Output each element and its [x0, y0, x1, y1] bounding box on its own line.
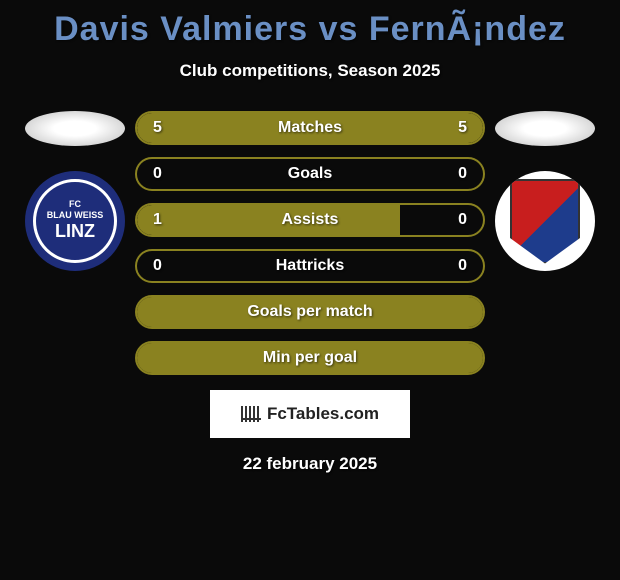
stat-row: 55Matches — [135, 111, 485, 145]
comparison-container: Davis Valmiers vs FernÃ¡ndez Club compet… — [0, 0, 620, 484]
stat-label: Goals — [137, 165, 483, 183]
team-right-text: FORTALEZA — [510, 171, 580, 173]
stat-row: 10Assists — [135, 203, 485, 237]
page-title: Davis Valmiers vs FernÃ¡ndez — [0, 10, 620, 49]
stat-label: Matches — [137, 119, 483, 137]
team-left-text-line2: BLAU WEISS — [47, 210, 104, 221]
team-left-text-line3: LINZ — [55, 221, 95, 243]
team-left-badge[interactable]: FC BLAU WEISS LINZ — [25, 171, 125, 271]
player-right-avatar — [495, 111, 595, 146]
season-subtitle: Club competitions, Season 2025 — [0, 61, 620, 81]
main-area: FC BLAU WEISS LINZ 55Matches 00Goals 10Ass… — [0, 111, 620, 375]
stat-label: Hattricks — [137, 257, 483, 275]
team-right-shield — [510, 179, 580, 264]
chart-icon — [241, 406, 261, 422]
player-left-avatar — [25, 111, 125, 146]
stat-row: 00Goals — [135, 157, 485, 191]
player-right-column: FORTALEZA — [485, 111, 605, 271]
team-left-text-line1: FC — [69, 199, 81, 210]
stat-label: Min per goal — [137, 349, 483, 367]
footer-brand-logo[interactable]: FcTables.com — [210, 390, 410, 438]
stat-label: Goals per match — [137, 303, 483, 321]
team-right-shield-wrap: FORTALEZA — [510, 179, 580, 264]
stats-column: 55Matches 00Goals 10Assists 00Hattricks Goal… — [135, 111, 485, 375]
stat-row: 00Hattricks — [135, 249, 485, 283]
team-right-badge[interactable]: FORTALEZA — [495, 171, 595, 271]
stat-row: Min per goal — [135, 341, 485, 375]
player-left-column: FC BLAU WEISS LINZ — [15, 111, 135, 271]
footer-brand-text: FcTables.com — [267, 404, 379, 424]
team-left-badge-inner: FC BLAU WEISS LINZ — [33, 179, 117, 263]
date-text: 22 february 2025 — [0, 454, 620, 474]
stat-label: Assists — [137, 211, 483, 229]
stat-row: Goals per match — [135, 295, 485, 329]
